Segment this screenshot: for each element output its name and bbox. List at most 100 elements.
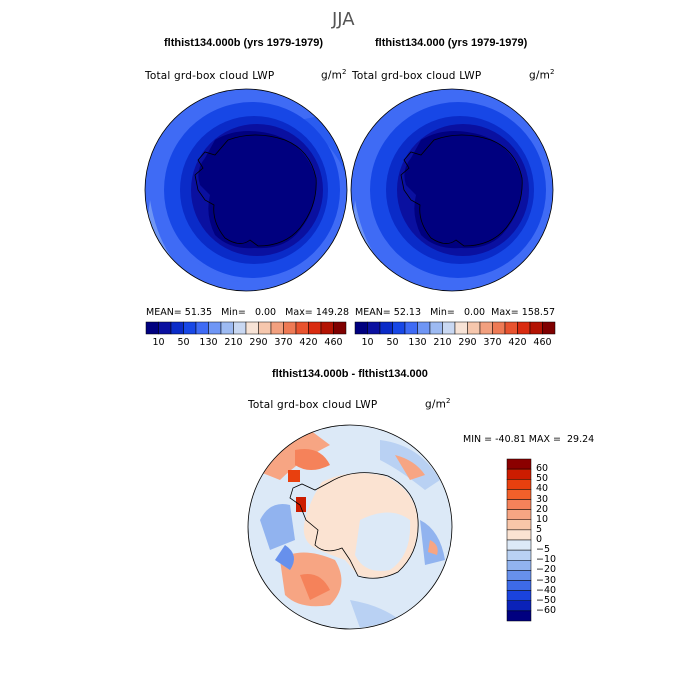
diff-colorbar-swatch [506,539,532,551]
panel1-colorbar-swatch [245,321,259,335]
panel2-colorbar-swatch [354,321,368,335]
diff-colorbar-tick-label: 10 [536,513,549,525]
panel2-colorbar-swatch [367,321,381,335]
panel2-colorbar-swatch [392,321,406,335]
diff-colorbar-swatch [506,458,532,470]
panel1-case-title: flthist134.000b (yrs 1979-1979) [164,37,323,49]
panel1-colorbar-swatch [320,321,334,335]
panel2-colorbar-swatch [479,321,493,335]
panel2-colorbar-swatch [529,321,543,335]
panel1-colorbar-tick-label: 420 [299,337,318,348]
diff-colorbar-tick-label: −30 [536,574,557,586]
panel1-antarctica-outline [194,134,317,247]
diff-minmax: MIN = -40.81 MAX = 29.24 [463,434,595,445]
panel1-colorbar-swatch [145,321,159,335]
panel2-colorbar-swatch [417,321,431,335]
panel2-colorbar-tick-label: 10 [361,337,374,348]
diff-field [248,425,452,629]
panel1-colorbar-swatch [295,321,309,335]
panel1-colorbar-tick-label: 290 [249,337,268,348]
diff-colorbar-swatch [506,590,532,601]
panel2-colorbar-tick-label: 420 [508,337,527,348]
panel1-colorbar-swatch [258,321,272,335]
diff-colorbar-tick-label: 0 [536,534,543,545]
diff-variable-label: Total grd-box cloud LWP [248,399,378,411]
diff-colorbar-swatch [506,610,532,622]
diff-colorbar-tick-label: −5 [536,544,551,556]
diff-colorbar-swatch [506,489,532,500]
panel2-colorbar-swatch [504,321,518,335]
panel1-colorbar-swatch [158,321,172,335]
diff-colorbar-swatch [506,479,532,490]
panel2-colorbar-swatch [379,321,393,335]
panel2-antarctica-outline [400,134,523,247]
diff-colorbar-tick-label: −40 [536,584,557,596]
panel2-colorbar-swatch [542,321,556,335]
panel1-colorbar-tick-label: 130 [199,337,218,348]
diff-colorbar-swatch [506,529,532,541]
diff-colorbar-tick-label: 20 [536,503,549,515]
panel1-colorbar-swatch [208,321,222,335]
panel1-field [145,89,347,291]
panel2-colorbar-tick-label: 50 [386,337,399,348]
diff-colorbar-swatch [506,600,532,612]
panel2-colorbar-swatch [517,321,531,335]
panel2-colorbar-tick-label: 460 [533,337,552,348]
diff-colorbar-tick-label: −10 [536,554,557,566]
diff-colorbar-tick-label: −60 [536,604,557,616]
panel2-colorbar-swatch [404,321,418,335]
panel2-colorbar-tick-label: 130 [408,337,427,348]
diff-colorbar-swatch [506,468,532,480]
panel2-colorbar-tick-label: 290 [458,337,477,348]
panel1-colorbar-swatch [170,321,184,335]
diff-colorbar-tick-label: 30 [536,493,549,505]
panel1-colorbar-tick-label: 370 [274,337,293,348]
panel2-colorbar-swatch [454,321,468,335]
diff-colorbar-swatch [506,509,532,520]
panel1-units-label: g/m2 [321,68,347,82]
diff-colorbar-swatch [506,519,532,531]
diff-colorbar-swatch [506,549,532,561]
diff-colorbar [506,458,532,622]
panel1-colorbar-swatch [220,321,234,335]
diff-antarctica-outline [289,472,419,579]
diff-colorbar-swatch [506,560,532,571]
panel1-colorbar-swatch [333,321,347,335]
diff-colorbar-tick-label: 50 [536,473,549,485]
panel1-colorbar-swatch [283,321,297,335]
diff-colorbar-tick-label: 60 [536,463,549,475]
panel1-variable-label: Total grd-box cloud LWP [145,70,275,82]
diff-colorbar-tick-label: 40 [536,483,549,495]
panel1-colorbar [145,321,347,335]
panel2-units-label: g/m2 [529,68,555,82]
panel1-colorbar-tick-label: 50 [177,337,190,348]
panel2-field [351,89,553,291]
panel1-colorbar-swatch [270,321,284,335]
panel2-colorbar-swatch [492,321,506,335]
panel2-stats: MEAN= 52.13 Min= 0.00 Max= 158.57 [355,307,556,318]
panel1-colorbar-swatch [308,321,322,335]
diff-colorbar-tick-label: 5 [536,523,543,535]
panel2-colorbar-tick-label: 210 [433,337,452,348]
diff-colorbar-swatch [506,580,532,591]
panel1-colorbar-tick-label: 460 [324,337,343,348]
panel1-colorbar-labels: 10 50 130 210 290 370 420 460 [146,337,346,349]
panel2-colorbar [354,321,556,335]
panel1-colorbar-tick-label: 10 [152,337,165,348]
panel1-colorbar-tick-label: 210 [224,337,243,348]
panel1-colorbar-swatch [195,321,209,335]
panel2-case-title: flthist134.000 (yrs 1979-1979) [375,37,528,49]
panel2-colorbar-tick-label: 370 [483,337,502,348]
panel2-colorbar-labels: 10 50 130 210 290 370 420 460 [355,337,555,349]
diff-colorbar-labels: 60 50 40 30 20 10 5 0 −5 −10 −20 −30 −40 −50 −60 [536,459,576,621]
diff-colorbar-tick-label: −50 [536,594,557,606]
diff-units-label: g/m2 [425,397,451,411]
diff-colorbar-swatch [506,499,532,510]
diff-colorbar-tick-label: −20 [536,564,557,576]
season-title: JJA [332,9,355,30]
panel2-colorbar-swatch [442,321,456,335]
panel2-colorbar-swatch [429,321,443,335]
panel1-stats: MEAN= 51.35 Min= 0.00 Max= 149.28 [146,307,350,318]
diff-colorbar-swatch [506,570,532,581]
